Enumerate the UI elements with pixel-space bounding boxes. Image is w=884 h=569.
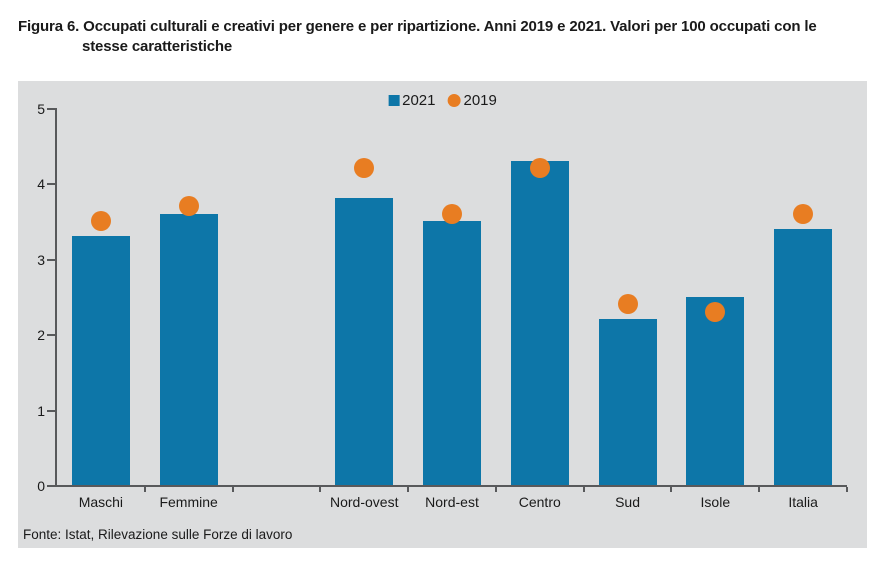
- bar-2021-Nord-ovest: [335, 198, 394, 485]
- dot-2019-Italia: [793, 203, 814, 224]
- dot-2019-Sud: [617, 294, 638, 315]
- x-axis-tick: [846, 487, 848, 492]
- x-axis-tick: [670, 487, 673, 492]
- chart-legend: 2021 2019: [388, 92, 497, 109]
- legend-square-icon: [388, 95, 400, 106]
- y-axis-tick: [47, 183, 55, 186]
- y-tick-label: 4: [37, 176, 45, 193]
- dot-2019-Maschi: [90, 211, 111, 232]
- bar-2021-Sud: [598, 319, 657, 485]
- bar-2021-Nord-est: [423, 221, 481, 485]
- dot-2019-Nord-ovest: [354, 158, 375, 179]
- x-axis-tick: [582, 487, 585, 492]
- y-axis-tick: [47, 409, 55, 412]
- chart-plot: 0 1 2 3 4 5 Maschi Femmine Nord-ovest Nord-est Cen…: [18, 81, 867, 548]
- x-tick-label: Centro: [518, 494, 561, 510]
- y-tick-label: 1: [37, 402, 45, 419]
- x-tick-label: Sud: [615, 494, 640, 510]
- bar-2021-Isole: [686, 296, 745, 485]
- dot-2019-Nord-est: [442, 203, 462, 224]
- dot-2019-Centro: [529, 158, 550, 179]
- y-tick-label: 3: [37, 251, 45, 268]
- y-axis-tick: [47, 108, 55, 110]
- legend-item-2019: 2019: [447, 92, 497, 109]
- x-axis-tick: [407, 487, 410, 492]
- legend-item-2021: 2021: [388, 92, 436, 109]
- legend-circle-icon: [447, 94, 461, 107]
- figure-title: Figura 6. Occupati culturali e creativi …: [18, 17, 884, 57]
- y-axis-tick: [47, 258, 55, 261]
- x-tick-label: Maschi: [78, 494, 124, 510]
- x-tick-label: Nord-est: [425, 494, 479, 510]
- x-axis-line: [55, 485, 847, 487]
- y-tick-label: 5: [37, 101, 45, 117]
- dot-2019-Isole: [705, 301, 726, 322]
- x-axis-tick: [319, 487, 322, 492]
- bar-2021-Centro: [510, 160, 569, 485]
- bar-2021-Femmine: [159, 213, 218, 485]
- y-tick-label: 2: [37, 327, 45, 344]
- x-tick-label: Isole: [700, 494, 731, 510]
- source-note: Fonte: Istat, Rilevazione sulle Forze di…: [23, 527, 293, 542]
- legend-label: 2019: [463, 92, 497, 109]
- x-tick-label: Nord-ovest: [329, 494, 399, 510]
- bar-2021-Maschi: [71, 236, 130, 485]
- legend-label: 2021: [402, 92, 436, 109]
- x-axis-tick: [231, 487, 234, 492]
- bar-2021-Italia: [774, 228, 833, 485]
- dot-2019-Femmine: [178, 196, 199, 217]
- x-axis-tick: [143, 487, 146, 492]
- y-tick-label: 0: [37, 478, 45, 494]
- figure-title-line1: Figura 6. Occupati culturali e creativi …: [18, 18, 817, 35]
- figure-title-line2: stesse caratteristiche: [82, 38, 233, 55]
- x-tick-label: Femmine: [159, 494, 218, 510]
- y-axis-line: [55, 108, 57, 487]
- y-axis-tick: [47, 485, 55, 487]
- chart-panel: 2021 2019 0 1 2 3 4 5 Maschi Femmine Nord-ovest No…: [18, 81, 867, 548]
- x-axis-tick: [494, 487, 497, 492]
- x-axis-tick: [758, 487, 761, 492]
- x-tick-label: Italia: [788, 494, 818, 510]
- y-axis-tick: [47, 334, 55, 337]
